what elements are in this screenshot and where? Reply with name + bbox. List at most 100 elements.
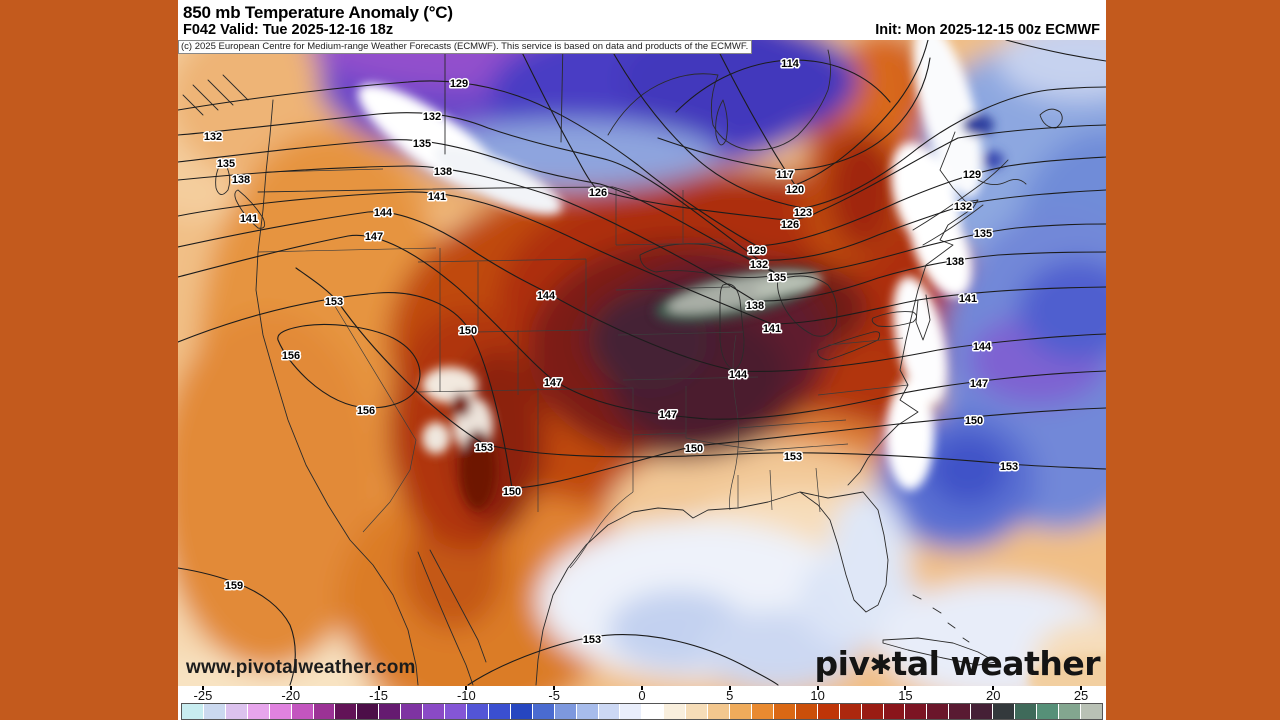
- colorbar-cell: [445, 704, 466, 719]
- colorbar-cell: [664, 704, 686, 719]
- contour-label: 150: [503, 486, 521, 498]
- colorbar-tick-label: -20: [281, 688, 301, 703]
- colorbar-cell: [1080, 704, 1102, 719]
- colorbar-cell: [532, 704, 554, 719]
- contour-label: 114: [781, 58, 800, 70]
- colorbar-tick-label: 5: [726, 688, 734, 703]
- contour-label: 147: [365, 231, 383, 243]
- colorbar-cell: [225, 704, 247, 719]
- colorbar-cell: [313, 704, 335, 719]
- contour-label: 138: [746, 300, 764, 312]
- colorbar-cell: [751, 704, 773, 719]
- colorbar-tick-label: 25: [1073, 688, 1089, 703]
- colorbar-cell: [708, 704, 730, 719]
- colorbar-cell: [203, 704, 225, 719]
- colorbar-tick-label: -25: [193, 688, 213, 703]
- page-title: 850 mb Temperature Anomaly (°C): [183, 3, 453, 22]
- colorbar-tickmark: [816, 686, 819, 690]
- contour-label: 135: [217, 158, 235, 170]
- contour-label: 132: [423, 111, 441, 123]
- colorbar-cell: [401, 704, 423, 719]
- anomaly-field: [178, 40, 1106, 686]
- contour-label: 135: [768, 272, 786, 284]
- valid-time-label: F042 Valid: Tue 2025-12-16 18z: [183, 22, 394, 38]
- brand-watermark-post: tal weather: [891, 644, 1101, 683]
- colorbar-cell: [423, 704, 445, 719]
- colorbar-cell: [927, 704, 949, 719]
- colorbar-cell: [357, 704, 379, 719]
- height-contours: [178, 40, 1106, 686]
- contour-label: 153: [583, 634, 601, 646]
- contour-labels: 1141171201231261261291291291321321321321…: [202, 57, 1019, 648]
- colorbar-cell: [1015, 704, 1036, 719]
- contour-label: 147: [970, 378, 988, 390]
- contour-label: 141: [763, 323, 781, 335]
- colorbar-tick-label: -15: [369, 688, 388, 703]
- colorbar-tickmark: [289, 686, 292, 690]
- colorbar-cell: [795, 704, 817, 719]
- colorbar-tickmark: [1080, 686, 1083, 690]
- contour-label: 123: [794, 207, 812, 219]
- contour-label: 138: [946, 256, 964, 268]
- colorbar-tickmark: [201, 686, 204, 690]
- plot-panel: 850 mb Temperature Anomaly (°C) F042 Val…: [178, 0, 1106, 720]
- contour-label: 141: [959, 293, 977, 305]
- colorbar-cell: [773, 704, 795, 719]
- colorbar-cell: [883, 704, 905, 719]
- copyright-banner: (c) 2025 European Centre for Medium-rang…: [178, 40, 753, 54]
- colorbar-cell: [291, 704, 313, 719]
- colorbar-cell: [642, 704, 664, 719]
- colorbar-cell: [598, 704, 620, 719]
- contour-label: 153: [784, 451, 802, 463]
- colorbar-tick-label: -5: [548, 688, 560, 703]
- colorbar-tickmark: [728, 686, 731, 690]
- brand-watermark-pre: piv: [814, 644, 870, 683]
- init-time-label: Init: Mon 2025-12-15 00z ECMWF: [875, 22, 1100, 38]
- colorbar-cell: [730, 704, 751, 719]
- contour-label: 156: [282, 350, 300, 362]
- contour-label: 150: [965, 415, 983, 427]
- contour-label: 150: [459, 325, 477, 337]
- colorbar-tick-label: 10: [810, 688, 825, 703]
- weather-map: 114 117 120 123 126 126 129 129 129 132 132 132 132 1…: [178, 40, 1106, 686]
- colorbar-cell: [379, 704, 401, 719]
- brand-watermark: piv✱tal weather: [814, 644, 1101, 683]
- contour-label: 129: [748, 245, 766, 257]
- colorbar-cell: [247, 704, 269, 719]
- header: 850 mb Temperature Anomaly (°C) F042 Val…: [178, 0, 1106, 40]
- contour-label: 126: [589, 187, 607, 199]
- colorbar-cell: [1036, 704, 1058, 719]
- contour-label: 144: [374, 207, 393, 219]
- colorbar-tick-label: -10: [456, 688, 476, 703]
- colorbar-cell: [466, 704, 488, 719]
- sun-icon: ✱: [869, 650, 892, 681]
- colorbar-cell: [686, 704, 708, 719]
- colorbar-cell: [576, 704, 598, 719]
- colorbar-tickmark: [641, 686, 643, 690]
- contour-label: 144: [729, 369, 748, 381]
- colorbar-cell: [861, 704, 883, 719]
- contour-label: 129: [963, 169, 981, 181]
- colorbar-tickmark: [465, 686, 468, 690]
- colorbar-cell: [949, 704, 971, 719]
- colorbar-cell: [488, 704, 510, 719]
- colorbar-cell: [1058, 704, 1080, 719]
- contour-label: 153: [475, 442, 493, 454]
- contour-label: 150: [685, 443, 703, 455]
- colorbar-cell: [905, 704, 927, 719]
- site-url-watermark: www.pivotalweather.com: [186, 657, 416, 678]
- contour-label: 153: [325, 296, 343, 308]
- colorbar-cell: [620, 704, 642, 719]
- colorbar-tickmark: [377, 686, 380, 690]
- contour-label: 144: [973, 341, 992, 353]
- anomaly-field-detail: [357, 40, 1106, 686]
- contour-label: 120: [786, 184, 804, 196]
- contour-label: 156: [357, 405, 375, 417]
- contour-label: 153: [1000, 461, 1018, 473]
- colorbar-tickmark: [904, 686, 907, 690]
- coastlines-borders: [182, 40, 1063, 686]
- colorbar-cell: [993, 704, 1015, 719]
- contour-label: 147: [659, 409, 677, 421]
- contour-label: 138: [434, 166, 452, 178]
